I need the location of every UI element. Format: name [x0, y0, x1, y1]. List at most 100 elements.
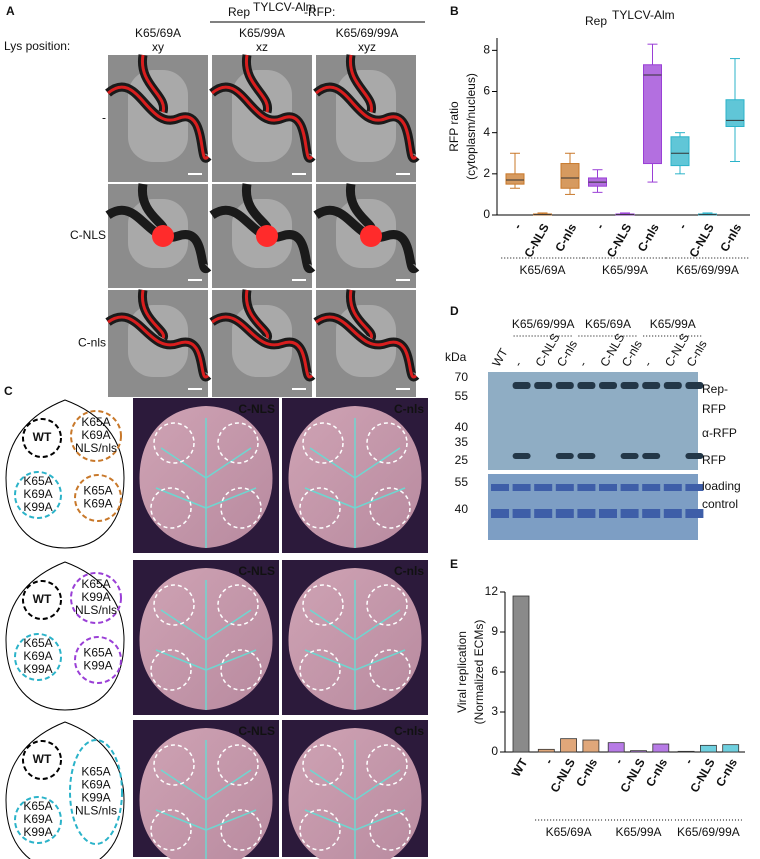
nucleus [152, 225, 174, 247]
infiltration-zone [14, 796, 62, 844]
infiltration-zone [150, 649, 192, 691]
group-label: K65/69A [519, 263, 565, 277]
bar [700, 744, 717, 753]
y-axis-label: Viral replication [455, 631, 469, 713]
x-tick-label: C-nls [713, 756, 740, 789]
leaf-vein [304, 740, 406, 859]
group-label: K65/99A [650, 317, 696, 331]
y-tick-label: 0 [483, 207, 490, 221]
leaf-label: C-nls [394, 724, 424, 738]
mutation-label: K65A [81, 415, 110, 429]
nls-label: NLS/nls [75, 441, 117, 455]
position-label: xy [152, 40, 164, 54]
rfp-signal [107, 54, 210, 160]
bar [722, 744, 740, 753]
x-tick-label: - [510, 221, 524, 231]
group-label: K65/69/99A [676, 263, 739, 277]
infiltration-zone [153, 744, 195, 786]
band [491, 509, 509, 518]
leaf-label: C-nls [394, 402, 424, 416]
bar [582, 739, 600, 753]
infiltration-zone [70, 572, 122, 624]
infiltration-zone [369, 649, 411, 691]
mutation-label: K69A [23, 649, 52, 663]
wt-label: WT [33, 592, 52, 606]
blot-label: control [702, 497, 738, 511]
micrograph [209, 183, 316, 288]
blot-label: α-RFP [702, 426, 737, 440]
panel-letter: E [450, 557, 458, 571]
band [555, 382, 574, 389]
blot-label: RFP [702, 453, 726, 467]
bar [630, 750, 647, 753]
marker-label: 55 [455, 475, 469, 489]
mutation-label: K99A [23, 662, 52, 676]
y-axis-label: (cytoplasm/nucleus) [464, 73, 478, 180]
rfp-signal [211, 289, 314, 379]
infiltration-zone [220, 487, 262, 529]
band [642, 382, 661, 389]
bar [607, 742, 625, 753]
lys-label: Lys position: [4, 39, 70, 53]
marker-label: 70 [455, 370, 469, 384]
infiltration-zone [74, 636, 122, 684]
leaf-label: C-NLS [238, 564, 275, 578]
leaf-vein [304, 580, 406, 710]
infiltration-zone [220, 809, 262, 851]
rfp-signal [107, 289, 210, 379]
infiltration-zone [369, 487, 411, 529]
x-tick-label: C-nls [717, 221, 744, 254]
band [555, 453, 574, 459]
infiltration-zone [217, 422, 259, 464]
band [642, 453, 661, 459]
lane-label: WT [489, 345, 511, 369]
unit-label: kDa [445, 350, 467, 364]
band [534, 382, 553, 389]
infiltration-zone [22, 418, 62, 458]
mutation-label: K69A [23, 812, 52, 826]
infiltration-zone [299, 487, 341, 529]
infiltration-zone [302, 422, 344, 464]
group-label: K65/99A [615, 825, 661, 839]
header: -RFP: [304, 5, 335, 19]
marker-label: 55 [455, 389, 469, 403]
position-label: xz [256, 40, 268, 54]
band [555, 509, 574, 518]
marker-label: 35 [455, 435, 469, 449]
infiltration-zone [14, 471, 62, 519]
group-label: K65/69A [585, 317, 631, 331]
band [599, 484, 617, 491]
band [534, 484, 553, 491]
mutation-label: K99A [83, 659, 112, 673]
micrograph [313, 54, 420, 182]
mutation-label: K99A [81, 791, 110, 805]
x-tick-label: C-NLS [604, 221, 634, 260]
rfp-signal [211, 54, 314, 160]
x-tick-label: C-NLS [521, 221, 551, 260]
panel-letter: A [6, 4, 15, 18]
y-tick-label: 6 [491, 664, 498, 678]
box [643, 64, 662, 165]
box [560, 163, 580, 189]
y-tick-label: 9 [491, 624, 498, 638]
bar [677, 750, 695, 753]
band [577, 453, 596, 459]
y-tick-label: 12 [485, 584, 499, 598]
header: Rep [228, 5, 250, 19]
infiltration-zone [22, 740, 62, 780]
band [577, 382, 596, 389]
mutation-label: K65A [23, 474, 52, 488]
band [512, 509, 531, 518]
group-label: K65/99A [602, 263, 648, 277]
infiltration-zone [217, 744, 259, 786]
x-tick-label: C-nls [552, 221, 579, 254]
infiltration-zone [150, 487, 192, 529]
band [512, 382, 531, 389]
column-label: K65/69/99A [336, 26, 399, 40]
infiltration-zone [366, 422, 408, 464]
bar [512, 595, 530, 753]
group-label: K65/69A [546, 825, 592, 839]
